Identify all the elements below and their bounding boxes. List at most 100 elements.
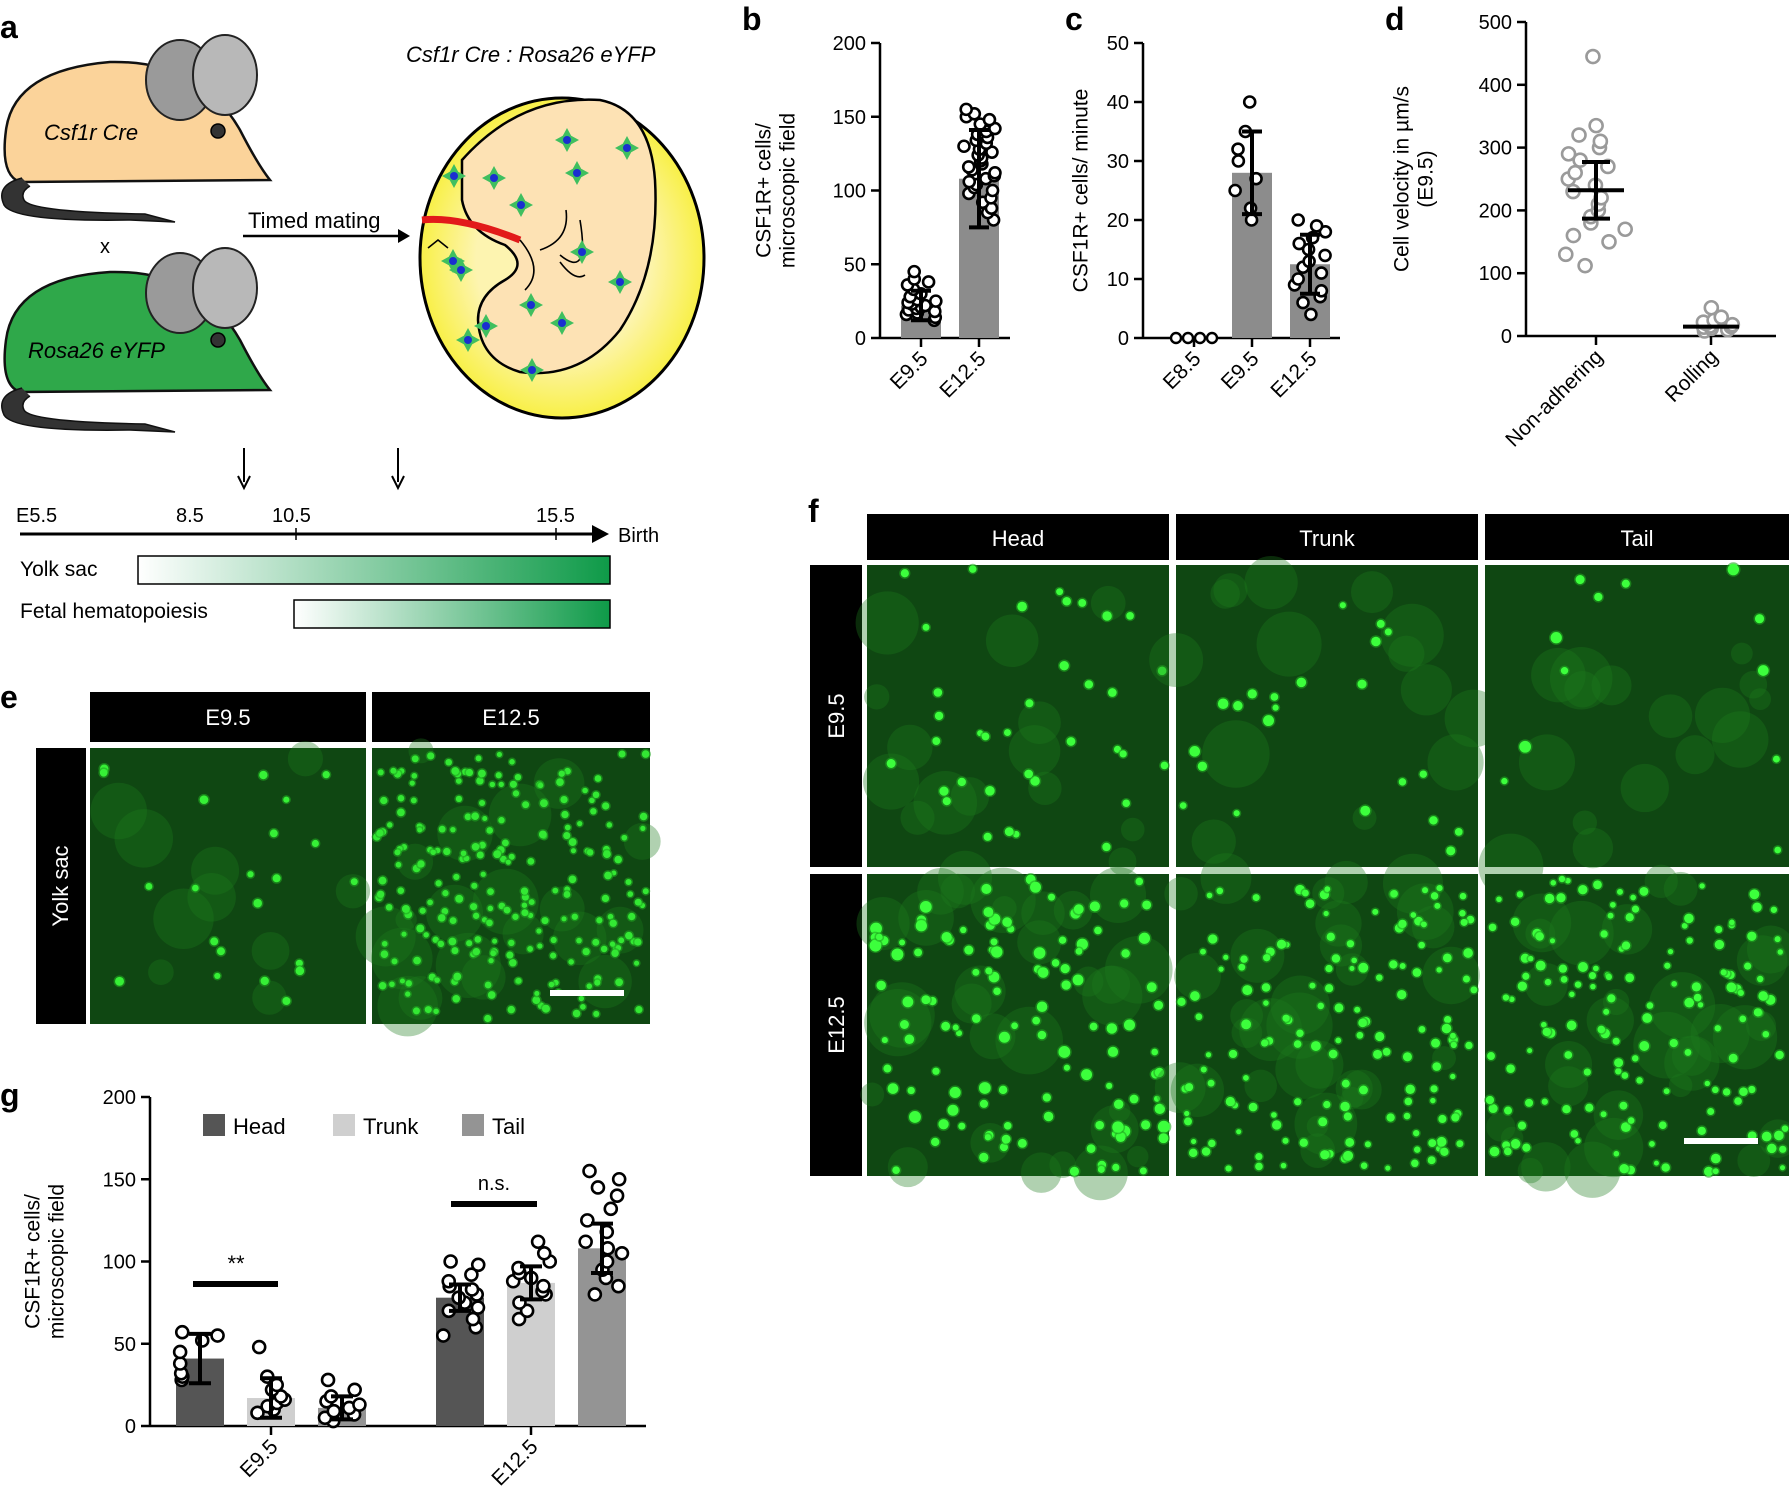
micrograph-haze (900, 800, 935, 835)
cell-spot (1351, 957, 1358, 964)
cell-spot (1410, 912, 1417, 918)
cell-spot (942, 797, 951, 806)
cell-spot (998, 1031, 1010, 1043)
cell-spot (586, 983, 593, 989)
cell-spot (253, 898, 262, 908)
cell-spot (1747, 1131, 1757, 1141)
cell-spot (1570, 1130, 1579, 1138)
cell-spot (1364, 1141, 1371, 1148)
yfp-cell-nucleus (616, 278, 624, 286)
cell-spot (214, 972, 221, 980)
micrograph-haze (1324, 860, 1368, 905)
cell-spot (478, 769, 486, 778)
cell-spot (1454, 828, 1463, 836)
micrograph-haze (1521, 1142, 1571, 1192)
cell-spot (1503, 1147, 1512, 1156)
y-tick-label: 300 (1479, 138, 1512, 160)
cell-spot (115, 976, 125, 986)
yfp-cell-nucleus (482, 322, 490, 330)
yfp-cell (555, 128, 579, 152)
cell-spot (949, 1086, 961, 1099)
f-col-header-tail (1485, 514, 1789, 560)
cell-spot (1280, 1162, 1287, 1169)
data-point (320, 1372, 336, 1388)
micrograph-haze (887, 1147, 928, 1188)
cell-spot (1017, 601, 1027, 612)
cell-spot (1153, 1095, 1161, 1102)
y-tick-label: 0 (1501, 326, 1512, 348)
cell-spot (1263, 1000, 1269, 1006)
f-row-header-e9 (810, 565, 862, 867)
cell-spot (1542, 1027, 1551, 1037)
cell-spot (1519, 740, 1532, 753)
panel-letter-a: a (0, 9, 18, 45)
micrograph-haze (623, 822, 661, 860)
cell-spot (391, 958, 398, 965)
yfp-cell-nucleus (490, 174, 498, 182)
cell-spot (1430, 1097, 1436, 1104)
cell-spot (1488, 923, 1497, 932)
cell-spot (1036, 1001, 1048, 1013)
cell-spot (1748, 1085, 1756, 1094)
cell-spot (1703, 1166, 1714, 1177)
cell-spot (394, 849, 401, 856)
cell-spot (1639, 1041, 1650, 1051)
y-axis-label-line: microscopic field (776, 113, 799, 268)
cell-spot (1470, 986, 1478, 994)
cell-spot (1263, 715, 1275, 727)
cell-spot (1590, 983, 1596, 990)
micrograph-background (1176, 565, 1478, 867)
y-tick-label: 200 (833, 33, 866, 55)
cell-spot (899, 939, 906, 946)
cell-spot (1360, 1162, 1368, 1169)
cell-spot (1190, 991, 1200, 1001)
x-tick-label: E9.5 (1217, 347, 1264, 394)
micrograph-background (1485, 874, 1789, 1176)
cell-spot (561, 810, 569, 819)
data-point (1585, 48, 1601, 65)
cell-spot (1744, 962, 1752, 970)
cell-spot (932, 1067, 940, 1075)
data-point (1592, 133, 1609, 150)
cell-spot (968, 565, 977, 573)
cell-spot (390, 767, 397, 774)
micrograph-haze (1644, 864, 1678, 898)
cell-spot (411, 755, 419, 763)
cell-spot (480, 871, 486, 877)
micrograph-haze (1108, 847, 1137, 876)
cell-spot (1430, 892, 1439, 900)
micrograph-haze (1422, 946, 1480, 1005)
data-point (611, 1278, 626, 1294)
cell-spot (1605, 973, 1613, 981)
cell-spot (471, 882, 478, 889)
cell-spot (1325, 984, 1334, 993)
data-point (530, 1234, 546, 1250)
y-tick-label: 100 (103, 1252, 136, 1274)
cell-spot (635, 1006, 643, 1014)
micrograph-haze (1213, 573, 1248, 608)
cell-spot (614, 855, 622, 864)
cell-spot (452, 995, 460, 1003)
cell-spot (568, 875, 577, 884)
cell-spot (416, 924, 425, 933)
cell-spot (1612, 1037, 1620, 1045)
f-col-header-trunk (1176, 514, 1478, 560)
cell-spot (1334, 1003, 1344, 1013)
cell-spot (1247, 689, 1257, 699)
cell-spot (465, 768, 474, 777)
embryo-illustration (418, 96, 706, 420)
y-axis-label-line: microscopic field (45, 1184, 68, 1339)
cell-spot (1345, 1138, 1355, 1147)
legend-label-head: Head (233, 1114, 286, 1139)
cell-spot (1432, 1062, 1442, 1071)
legend-swatch-trunk (333, 1114, 355, 1136)
micrograph-haze (1244, 555, 1298, 610)
micrograph-haze (335, 874, 371, 909)
micrograph-tile (1154, 853, 1480, 1176)
cell-spot (627, 891, 634, 897)
cell-spot (1756, 975, 1764, 983)
cell-spot (377, 890, 385, 898)
data-point (1577, 257, 1593, 274)
data-point (961, 160, 976, 174)
cell-spot (1272, 704, 1279, 711)
